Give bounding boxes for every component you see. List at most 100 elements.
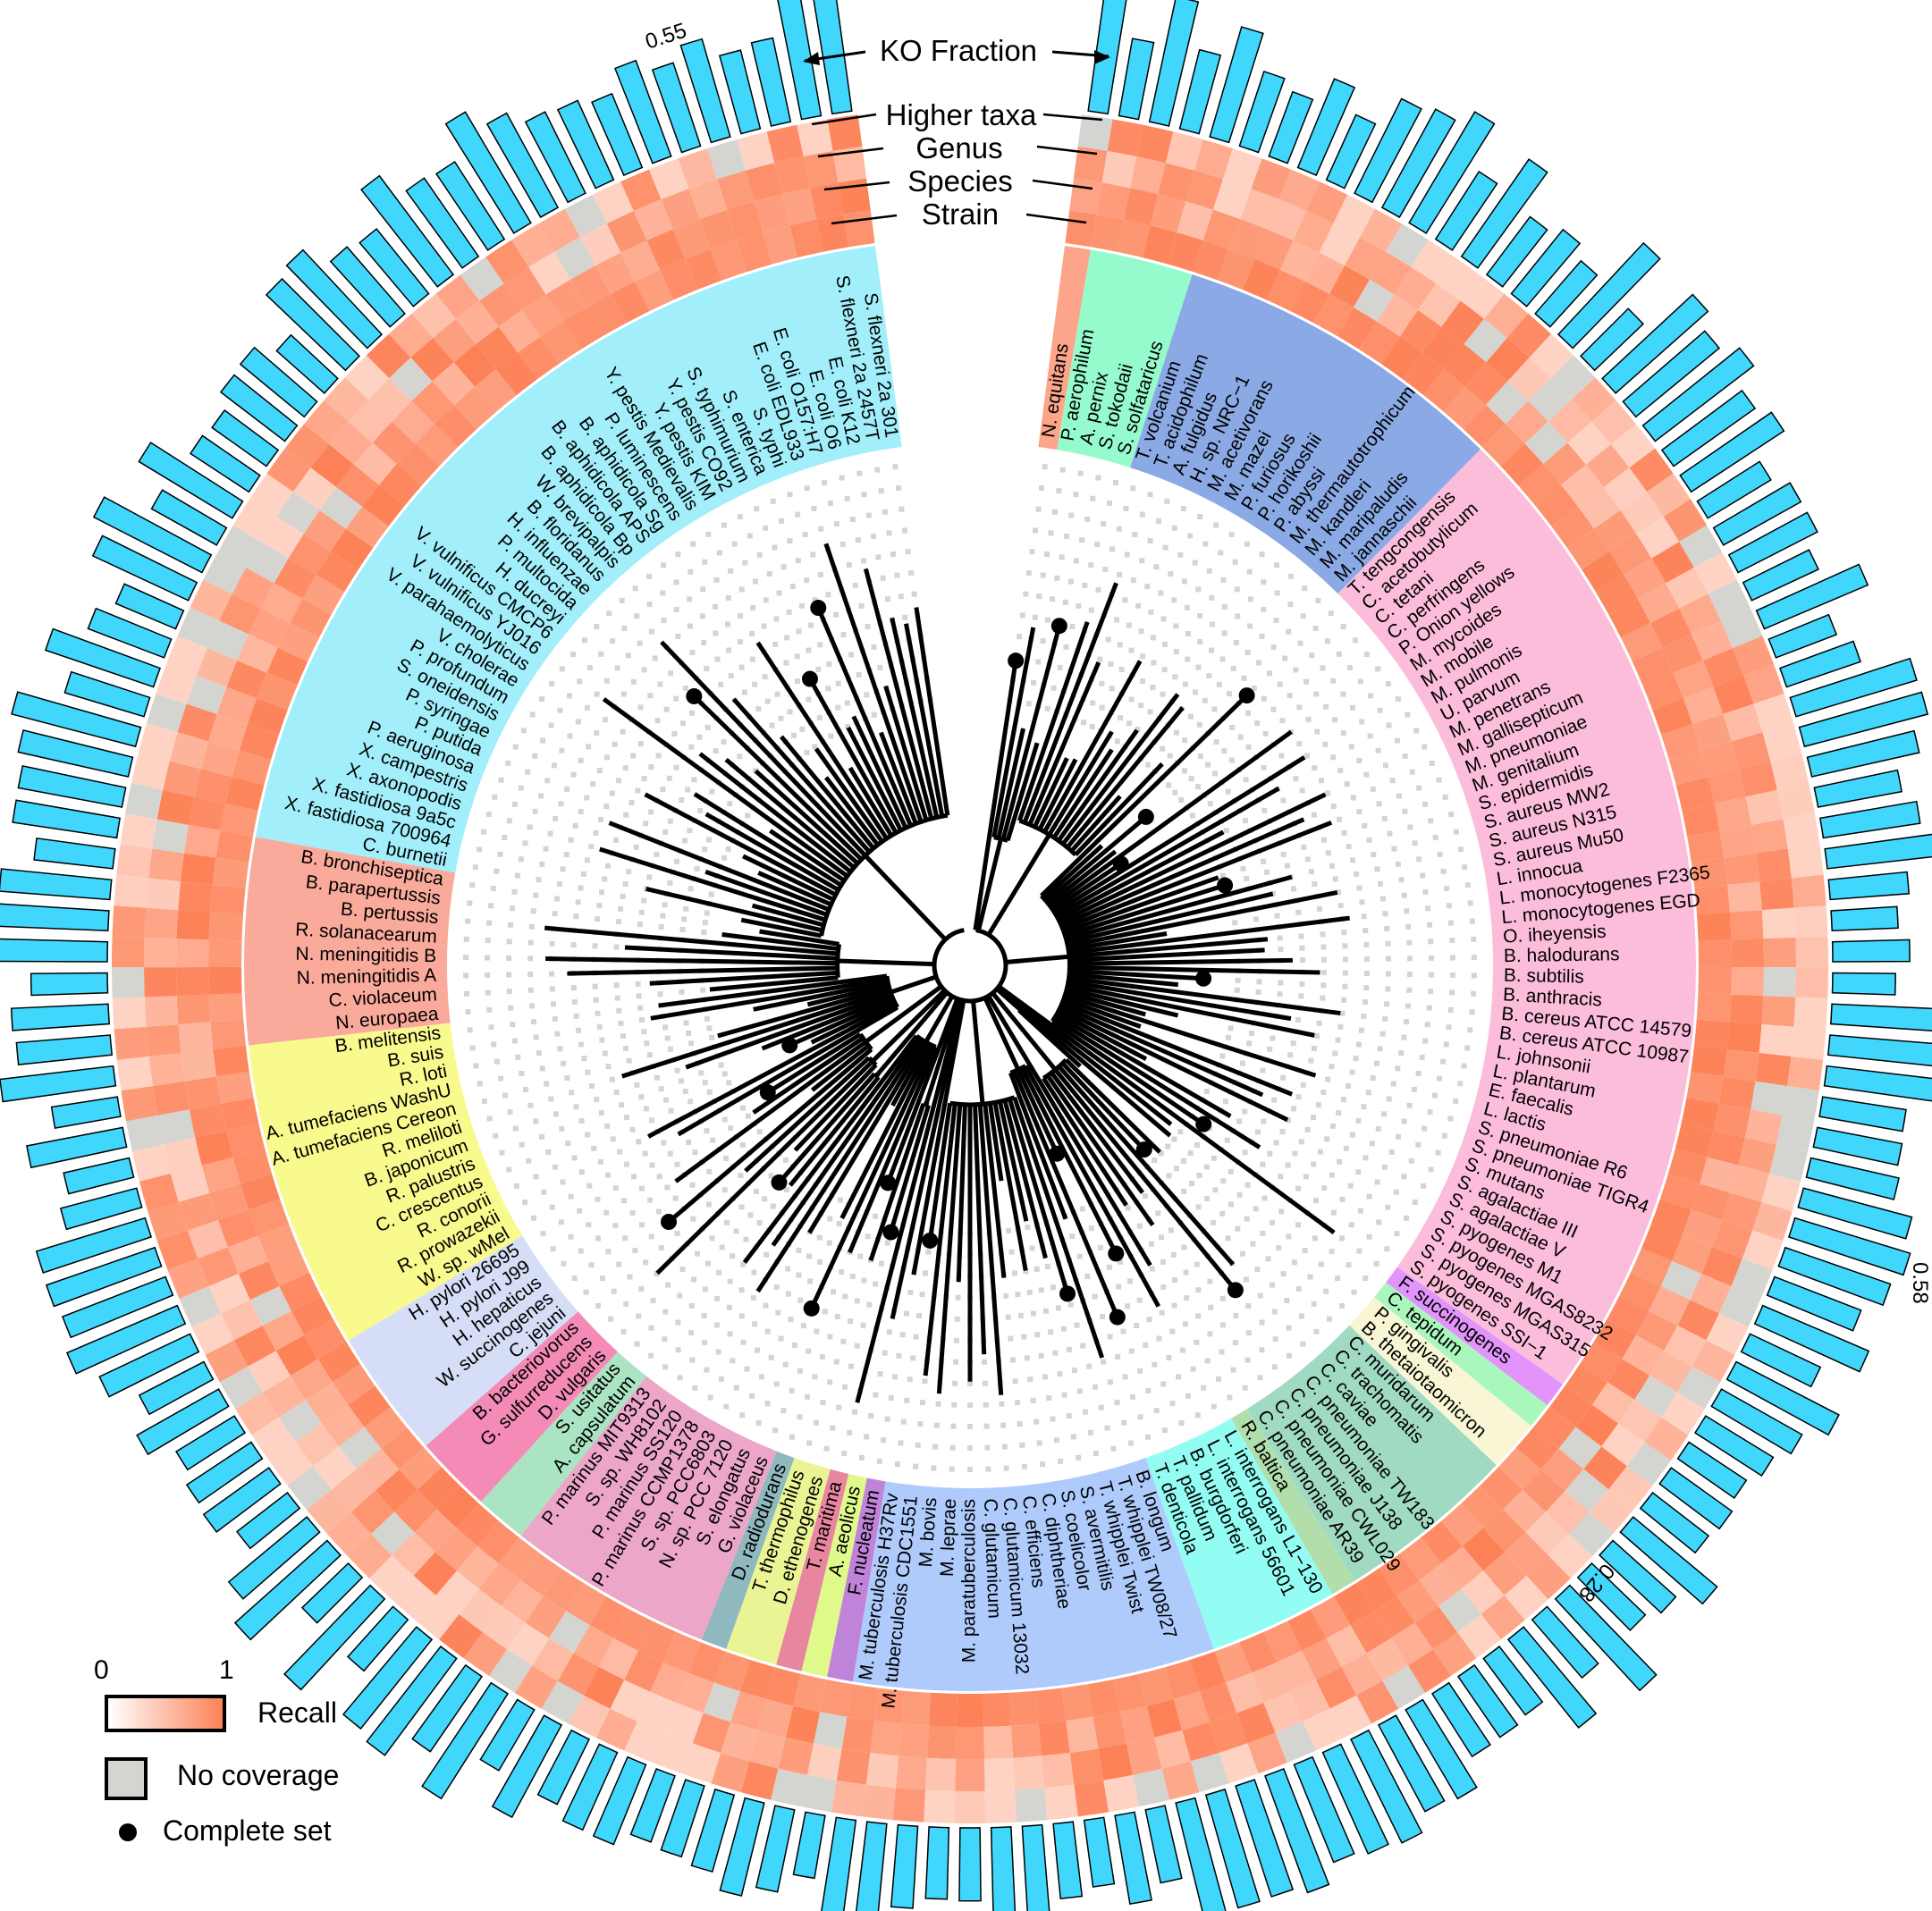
heat-cell [1333,194,1376,238]
grid-dot [903,1310,909,1317]
grid-dot [1026,1289,1033,1295]
ko-fraction-bar [1787,1216,1911,1276]
grid-dot [1260,1230,1266,1236]
grid-dot [1194,1261,1200,1267]
grid-dot [1317,1149,1323,1155]
grid-dot [1061,1392,1067,1398]
ko-fraction-bar [1812,1126,1903,1166]
grid-dot [681,916,688,922]
grid-dot [1145,1387,1152,1393]
heat-cell [1718,1285,1761,1327]
heat-cell [1731,939,1765,968]
grid-dot [1168,1227,1174,1233]
grid-dot [898,1440,904,1446]
heat-cell [1693,551,1737,594]
grid-dot [1265,1256,1271,1262]
heat-cell [1698,966,1732,995]
grid-dot [1140,678,1146,684]
grid-dot [656,1174,662,1180]
grid-dot [878,488,884,494]
clade-sector [520,1376,777,1640]
grid-dot [749,656,755,662]
grid-dot [1346,1262,1352,1268]
grid-dot [1257,1375,1263,1381]
tree-branch [983,1103,1007,1278]
grid-dot [913,1334,919,1340]
heat-cell [1044,1784,1078,1821]
grid-dot [967,1467,973,1472]
grid-dot [890,551,896,557]
grid-dot [1270,1219,1276,1225]
heat-cell [125,1115,165,1152]
grid-dot [1259,551,1265,558]
tree-branch [742,854,835,902]
grid-dot [1349,1069,1355,1075]
grid-dot [1219,656,1226,662]
grid-dot [1033,527,1039,534]
heat-cell [740,1761,779,1800]
heat-cell [1731,1259,1773,1299]
grid-dot [688,1330,695,1336]
heat-cell [692,1713,731,1753]
grid-dot [710,1137,716,1143]
tree-branch [771,1036,922,1247]
grid-dot [1457,846,1464,853]
grid-dot [1081,720,1087,726]
ko-fraction-bar [1430,1681,1491,1758]
ko-fraction-bar [1693,1415,1775,1477]
heat-cell [1776,783,1815,820]
tree-branch [1061,820,1333,931]
ko-fraction-bar [755,1805,796,1893]
tree-branch [709,975,839,992]
grid-dot [544,778,551,784]
grid-dot [931,1465,937,1471]
heat-cell [1011,1723,1042,1758]
tree-branch [1002,1099,1048,1259]
grid-dot [1299,957,1305,964]
heat-cell [114,1026,149,1060]
grid-dot [836,1404,842,1410]
heat-cell [453,343,496,387]
taxon-label: M. bovis [915,1497,941,1569]
heat-cell [1065,210,1097,248]
grid-dot [1076,1454,1082,1461]
grid-dot [718,1376,724,1382]
grid-dot [616,1261,622,1267]
tree-branch [1067,979,1292,1022]
grid-dot [1449,989,1455,996]
grid-dot [1342,956,1348,963]
grid-dot [623,812,629,818]
grid-dot [1293,776,1299,782]
grid-dot [1127,1440,1134,1446]
grid-dot [1171,597,1177,603]
grid-dot [643,821,649,827]
heat-cell [262,1310,305,1351]
grid-dot [706,1025,713,1031]
grid-dot [1311,1045,1317,1051]
grid-dot [1082,582,1088,588]
grid-dot [749,631,755,637]
heat-cell [1679,594,1721,635]
heat-cell [1712,1220,1753,1259]
heat-cell [1636,516,1680,559]
grid-dot [733,1228,739,1234]
grid-dot [622,1235,629,1242]
grid-dot [1446,1024,1452,1031]
grid-dot [1202,697,1208,703]
tree-branch [1067,890,1338,948]
heat-cell [789,219,823,258]
tree-branch [871,989,947,1064]
heat-cell [302,575,345,615]
ko-fraction-bar [750,37,792,127]
grid-dot [675,551,681,558]
grid-dot [1150,635,1156,641]
grid-dot [1251,686,1257,692]
grid-dot [1206,568,1212,574]
tree-branch [731,697,872,854]
grid-dot [1345,1082,1351,1089]
tree-branch [1049,729,1293,909]
grid-dot [864,692,870,698]
grid-dot [618,905,624,912]
grid-dot [1440,1058,1447,1065]
grid-dot [1148,609,1154,615]
